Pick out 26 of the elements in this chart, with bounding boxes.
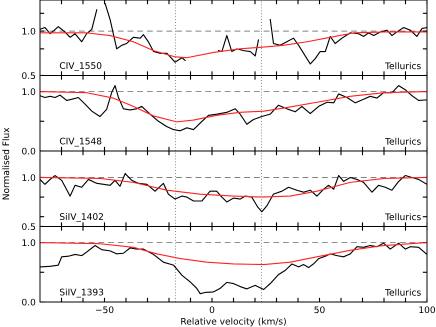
y-tick-label: 1.0 (22, 174, 36, 182)
x-tick-label: −50 (96, 306, 114, 314)
y-tick-label: 1.0 (22, 28, 36, 35)
x-tick-label: 0 (210, 306, 214, 314)
y-axis-title: Normalised Flux (2, 128, 10, 200)
y-tick-label: 1.0 (22, 88, 36, 96)
annotation: Tellurics (385, 138, 421, 145)
y-tick-label: 0.5 (22, 72, 36, 80)
y-tick-label: 0.5 (22, 223, 36, 230)
annotation: CIV_1550 (60, 62, 102, 71)
line-series (40, 90, 427, 122)
y-tick-label: 0.0 (22, 298, 36, 306)
line-series (40, 31, 427, 58)
annotation: Tellurics (385, 213, 421, 220)
annotation: SiIV_1393 (60, 288, 104, 298)
y-tick-label: 1.0 (22, 239, 36, 246)
x-axis-title: Relative velocity (km/s) (181, 318, 286, 326)
line-series (40, 176, 427, 198)
y-tick-label: 0.0 (22, 148, 36, 155)
annotation: SiIV_1402 (60, 212, 104, 222)
x-tick-label: 100 (419, 306, 436, 314)
annotation: CIV_1548 (60, 138, 102, 146)
line-series (40, 242, 427, 266)
x-tick-label: 50 (314, 306, 325, 314)
annotation: Tellurics (385, 62, 421, 70)
annotation: Tellurics (385, 288, 421, 296)
